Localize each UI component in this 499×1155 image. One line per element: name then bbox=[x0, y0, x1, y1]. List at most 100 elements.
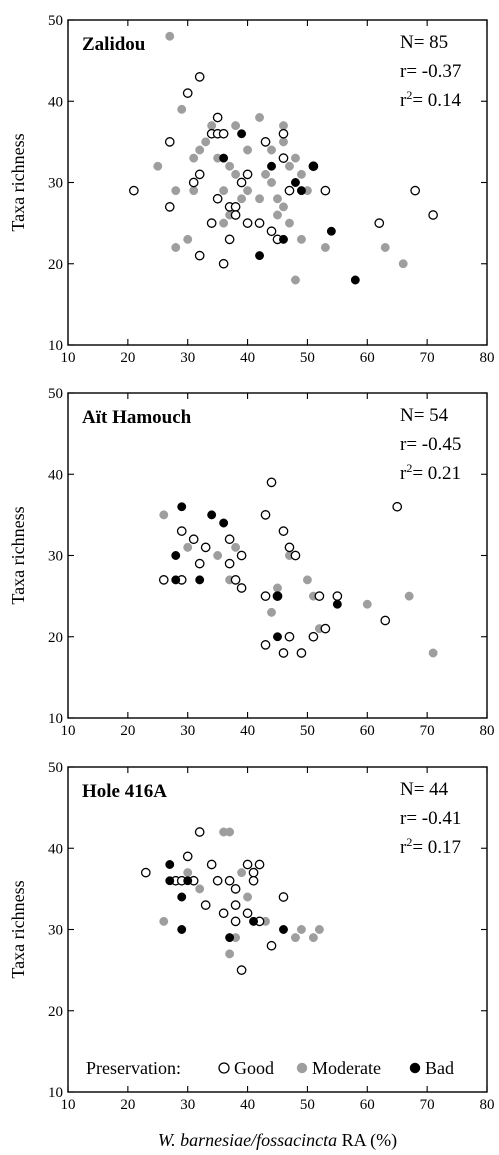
data-point-bad bbox=[267, 161, 276, 171]
data-point-moderate bbox=[243, 892, 253, 902]
data-point-good bbox=[182, 88, 193, 98]
data-point-good bbox=[278, 526, 289, 536]
data-point-bad bbox=[165, 876, 175, 886]
stat-n: N= 44 bbox=[400, 779, 449, 800]
y-axis-label: Taxa richness bbox=[8, 133, 28, 231]
data-point-bad bbox=[279, 234, 288, 244]
data-point-moderate bbox=[213, 551, 223, 560]
y-tick-label: 30 bbox=[48, 549, 63, 565]
data-point-good bbox=[284, 185, 295, 196]
data-point-good bbox=[260, 640, 271, 650]
data-point-good bbox=[320, 623, 331, 634]
data-point-bad bbox=[195, 575, 205, 585]
data-point-moderate bbox=[302, 575, 312, 585]
x-tick-label: 10 bbox=[61, 1097, 76, 1113]
chart-panel-2: 10 20 30 40 50 60 70 80 10 20 30 40 50 Taxa richness A… bbox=[8, 386, 495, 739]
x-tick-label: 30 bbox=[180, 1097, 195, 1113]
data-point-moderate bbox=[231, 542, 241, 552]
data-point-good bbox=[410, 185, 421, 196]
data-point-moderate bbox=[153, 161, 163, 171]
data-point-good bbox=[254, 859, 265, 870]
data-point-good bbox=[380, 615, 391, 626]
stat-r: r= -0.37 bbox=[400, 61, 461, 82]
data-point-good bbox=[194, 250, 205, 261]
data-point-good bbox=[260, 137, 271, 147]
stat-r2: r2= 0.21 bbox=[400, 461, 461, 484]
data-point-moderate bbox=[267, 145, 276, 155]
data-point-good bbox=[230, 916, 241, 927]
x-tick-label: 70 bbox=[420, 1097, 435, 1113]
data-point-moderate bbox=[225, 949, 235, 959]
x-tick-label: 20 bbox=[120, 350, 135, 366]
data-point-good bbox=[308, 631, 319, 642]
site-title: Hole 416A bbox=[82, 781, 167, 802]
data-point-moderate bbox=[296, 925, 306, 934]
stat-r2-sup: 2 bbox=[406, 88, 412, 102]
legend: Preservation: Good Moderate Bad bbox=[86, 1058, 454, 1078]
x-tick-label: 80 bbox=[480, 1097, 495, 1113]
data-point-good bbox=[242, 218, 253, 228]
legend-marker-moderate bbox=[296, 1062, 308, 1074]
legend-label-bad: Bad bbox=[425, 1058, 454, 1078]
data-point-good bbox=[278, 128, 289, 139]
stat-n: N= 85 bbox=[400, 32, 448, 53]
data-point-good bbox=[176, 526, 187, 536]
data-point-good bbox=[158, 575, 169, 585]
data-point-good bbox=[392, 501, 403, 512]
data-point-good bbox=[266, 940, 277, 951]
x-tick-label: 50 bbox=[300, 1097, 315, 1113]
data-point-good bbox=[218, 258, 229, 269]
stat-r2-prefix: r bbox=[400, 90, 407, 111]
y-tick-label: 20 bbox=[48, 630, 63, 646]
y-tick-label: 50 bbox=[48, 13, 63, 29]
data-point-moderate bbox=[255, 113, 264, 122]
data-point-moderate bbox=[195, 884, 205, 894]
x-axis-label: W. barnesiae/fossacincta RA (%) bbox=[158, 1130, 397, 1151]
stat-r: r= -0.45 bbox=[400, 434, 461, 455]
data-point-good bbox=[200, 542, 211, 553]
data-point-moderate bbox=[428, 648, 438, 658]
data-point-moderate bbox=[279, 202, 288, 212]
data-point-bad bbox=[249, 916, 259, 926]
data-point-moderate bbox=[261, 169, 270, 179]
y-tick-label: 10 bbox=[48, 338, 63, 354]
data-point-bad bbox=[177, 502, 187, 512]
data-point-good bbox=[290, 550, 301, 561]
data-point-good bbox=[236, 177, 247, 188]
x-tick-label: 30 bbox=[180, 723, 195, 739]
data-point-moderate bbox=[404, 591, 414, 601]
data-point-moderate bbox=[285, 161, 294, 171]
data-point-good bbox=[194, 558, 205, 569]
data-point-moderate bbox=[296, 234, 306, 244]
data-point-good bbox=[242, 859, 253, 870]
data-point-moderate bbox=[183, 542, 193, 552]
x-tick-label: 10 bbox=[61, 723, 76, 739]
stat-n: N= 54 bbox=[400, 405, 449, 426]
data-point-bad bbox=[308, 161, 318, 171]
data-point-moderate bbox=[225, 827, 235, 837]
legend-marker-bad bbox=[409, 1062, 421, 1074]
data-point-moderate bbox=[398, 259, 408, 269]
data-point-good bbox=[224, 875, 235, 886]
data-point-good bbox=[188, 177, 199, 188]
data-point-good bbox=[224, 534, 235, 545]
data-point-bad bbox=[219, 153, 229, 163]
data-point-moderate bbox=[159, 916, 169, 926]
x-tick-label: 40 bbox=[240, 1097, 255, 1113]
data-point-good bbox=[260, 510, 271, 520]
x-tick-label: 20 bbox=[120, 723, 135, 739]
data-point-good bbox=[230, 202, 241, 212]
data-point-good bbox=[278, 892, 289, 902]
data-point-good bbox=[248, 867, 259, 878]
data-point-moderate bbox=[380, 243, 390, 252]
data-point-good bbox=[374, 218, 385, 228]
stat-r2: r2= 0.17 bbox=[400, 835, 461, 858]
data-point-bad bbox=[225, 933, 235, 943]
stat-r2-prefix: r bbox=[400, 463, 407, 484]
data-point-good bbox=[266, 477, 277, 488]
x-tick-label: 50 bbox=[300, 350, 315, 366]
x-tick-label: 60 bbox=[360, 723, 375, 739]
data-point-good bbox=[236, 550, 247, 561]
data-point-moderate bbox=[362, 599, 372, 609]
data-point-moderate bbox=[314, 925, 324, 934]
